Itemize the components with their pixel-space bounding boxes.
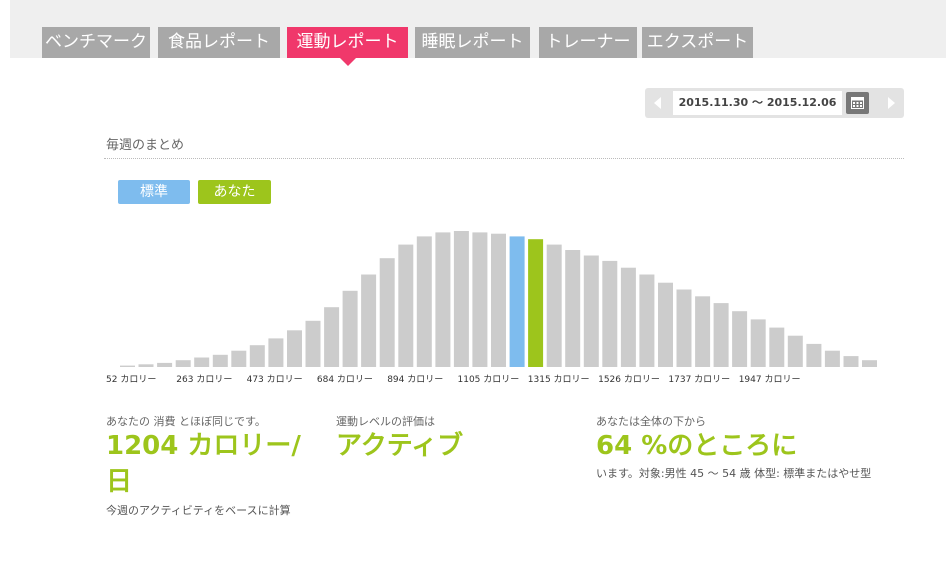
chart-bar: [175, 360, 191, 367]
chart-bar: [120, 365, 135, 367]
chart-bar: [862, 360, 877, 367]
chart-bar: [824, 350, 840, 367]
chart-bar: [620, 267, 636, 367]
x-tick-label: 473 カロリー: [247, 374, 303, 385]
chart-bar: [843, 356, 859, 367]
chart-bar: [713, 303, 729, 367]
chart-bar: [676, 289, 692, 367]
chart-bar: [787, 335, 803, 367]
chart-bar: [287, 330, 302, 367]
legend-you: あなた: [198, 180, 271, 204]
chart-bar: [194, 357, 210, 367]
x-tick-label: 263 カロリー: [176, 374, 232, 385]
x-tick-label: 894 カロリー: [387, 374, 443, 385]
tab-exercise-report[interactable]: 運動レポート: [287, 27, 408, 66]
level-label: 運動レベルの評価は: [336, 415, 435, 428]
next-week-icon[interactable]: [878, 88, 904, 118]
chart-bar: [324, 307, 340, 367]
chart-bar: [398, 244, 414, 367]
date-range-text: 2015.11.30 〜 2015.12.06: [673, 91, 842, 115]
chart-bar: [658, 282, 673, 367]
rank-value: 64 %のところに: [596, 431, 798, 461]
section-title: 毎週のまとめ: [106, 138, 185, 153]
chart-bar: [732, 311, 748, 367]
chart-bar: [769, 327, 785, 367]
chart-bar: [138, 364, 154, 367]
chart-bar: [546, 244, 562, 367]
x-tick-label: 52 カロリー: [106, 374, 156, 385]
rank-label: あなたは全体の下から: [596, 415, 706, 428]
calorie-distribution-chart: 52 カロリー 263 カロリー 473 カロリー 684 カロリー 894 カロリー 1…: [106, 231, 877, 385]
calendar-icon[interactable]: [846, 92, 869, 114]
chart-bar: [491, 233, 506, 367]
chart-bar: [416, 236, 432, 367]
section-divider: [104, 158, 904, 159]
tab-benchmark[interactable]: ベンチマーク: [42, 27, 150, 58]
legend-standard: 標準: [118, 180, 190, 204]
chart-bar: [157, 362, 173, 367]
date-range-picker: 2015.11.30 〜 2015.12.06: [645, 88, 904, 118]
chart-bar: [750, 319, 766, 367]
consumption-note: 今週のアクティビティをベースに計算: [106, 504, 291, 517]
rank-note: います。対象:男性 45 〜 54 歳 体型: 標準またはやせ型: [596, 467, 872, 480]
chart-bar: [305, 320, 321, 367]
consumption-label: あなたの 消費 とほぼ同じです。: [106, 415, 266, 428]
tab-trainer[interactable]: トレーナー: [539, 27, 637, 58]
chart-bar: [435, 232, 451, 367]
x-tick-label: 684 カロリー: [317, 374, 373, 385]
chart-bar: [472, 232, 488, 367]
level-value: アクティブ: [336, 431, 464, 461]
chart-bar: [361, 274, 377, 367]
chart-bar: [528, 239, 544, 367]
x-tick-label: 1526 カロリー: [598, 374, 660, 385]
prev-week-icon[interactable]: [645, 88, 671, 118]
x-tick-label: 1315 カロリー: [528, 374, 590, 385]
chart-bar: [212, 354, 228, 367]
chart-bar: [509, 236, 525, 367]
chart-bar: [379, 258, 395, 367]
chart-bar: [602, 260, 618, 367]
consumption-value: 1204 カロリー/日: [106, 431, 301, 497]
tab-food-report[interactable]: 食品レポート: [158, 27, 280, 58]
tab-export[interactable]: エクスポート: [642, 27, 753, 58]
tab-sleep-report[interactable]: 睡眠レポート: [415, 27, 530, 58]
chart-bar: [249, 345, 265, 367]
x-tick-label: 1105 カロリー: [458, 374, 520, 385]
chart-bar: [231, 350, 247, 367]
chart-bar: [639, 274, 655, 367]
x-tick-label: 1737 カロリー: [668, 374, 730, 385]
chart-bar: [268, 338, 284, 367]
chart-bar: [806, 343, 822, 367]
chart-bar: [453, 231, 469, 367]
tab-bar: ベンチマーク 食品レポート 運動レポート 睡眠レポート トレーナー エクスポート: [10, 0, 946, 66]
chart-bar: [583, 255, 599, 367]
chart-bar: [565, 250, 581, 367]
chart-bar: [695, 296, 711, 367]
x-tick-label: 1947 カロリー: [739, 374, 801, 385]
chart-bar: [342, 290, 358, 367]
